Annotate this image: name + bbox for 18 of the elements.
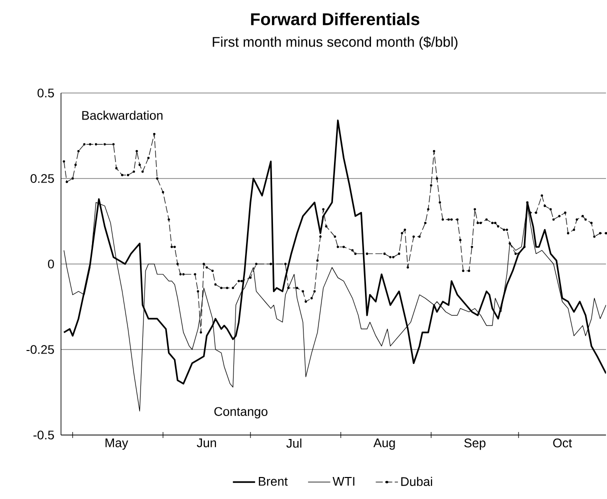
y-tick-label: -0.25 bbox=[26, 345, 54, 354]
x-tick-label: May bbox=[106, 438, 128, 450]
chart-title: Forward Differentials bbox=[251, 12, 420, 26]
annotation: Backwardation bbox=[82, 110, 162, 120]
chart-subtitle: First month minus second month ($/bbl) bbox=[212, 36, 458, 50]
x-tick-label: Jun bbox=[196, 438, 216, 448]
y-tick-label: 0.25 bbox=[30, 174, 54, 183]
annotation: Contango bbox=[214, 407, 268, 418]
x-tick-label: Sep bbox=[464, 438, 486, 450]
legend-label: Brent bbox=[258, 477, 288, 486]
x-tick-label: Aug bbox=[373, 438, 395, 450]
y-tick-label: 0 bbox=[48, 260, 54, 268]
x-tick-label: Oct bbox=[553, 438, 572, 448]
y-tick-label: -0.5 bbox=[33, 430, 54, 440]
x-tick-label: Jul bbox=[286, 438, 302, 448]
legend-label: WTI bbox=[332, 477, 354, 486]
legend-label: Dubai bbox=[401, 476, 432, 486]
y-tick-label: 0.5 bbox=[38, 88, 54, 98]
